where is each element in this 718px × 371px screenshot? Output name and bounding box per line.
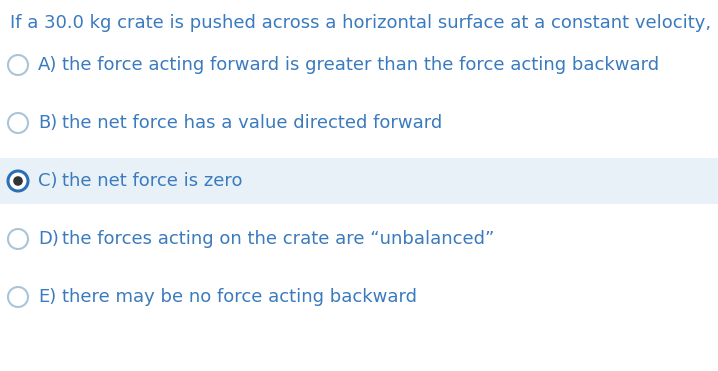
Text: there may be no force acting backward: there may be no force acting backward [62, 288, 417, 306]
Text: B): B) [38, 114, 57, 132]
Text: the forces acting on the crate are “unbalanced”: the forces acting on the crate are “unba… [62, 230, 495, 248]
FancyBboxPatch shape [0, 158, 718, 204]
Circle shape [8, 171, 28, 191]
Text: A): A) [38, 56, 57, 74]
Text: If a 30.0 kg crate is pushed across a horizontal surface at a constant velocity,: If a 30.0 kg crate is pushed across a ho… [10, 14, 711, 32]
Text: D): D) [38, 230, 59, 248]
Circle shape [8, 55, 28, 75]
Text: the net force is zero: the net force is zero [62, 172, 243, 190]
Text: the net force has a value directed forward: the net force has a value directed forwa… [62, 114, 442, 132]
Text: the force acting forward is greater than the force acting backward: the force acting forward is greater than… [62, 56, 659, 74]
Circle shape [13, 176, 23, 186]
Circle shape [8, 113, 28, 133]
Circle shape [8, 287, 28, 307]
Text: C): C) [38, 172, 57, 190]
Text: E): E) [38, 288, 56, 306]
Circle shape [8, 229, 28, 249]
